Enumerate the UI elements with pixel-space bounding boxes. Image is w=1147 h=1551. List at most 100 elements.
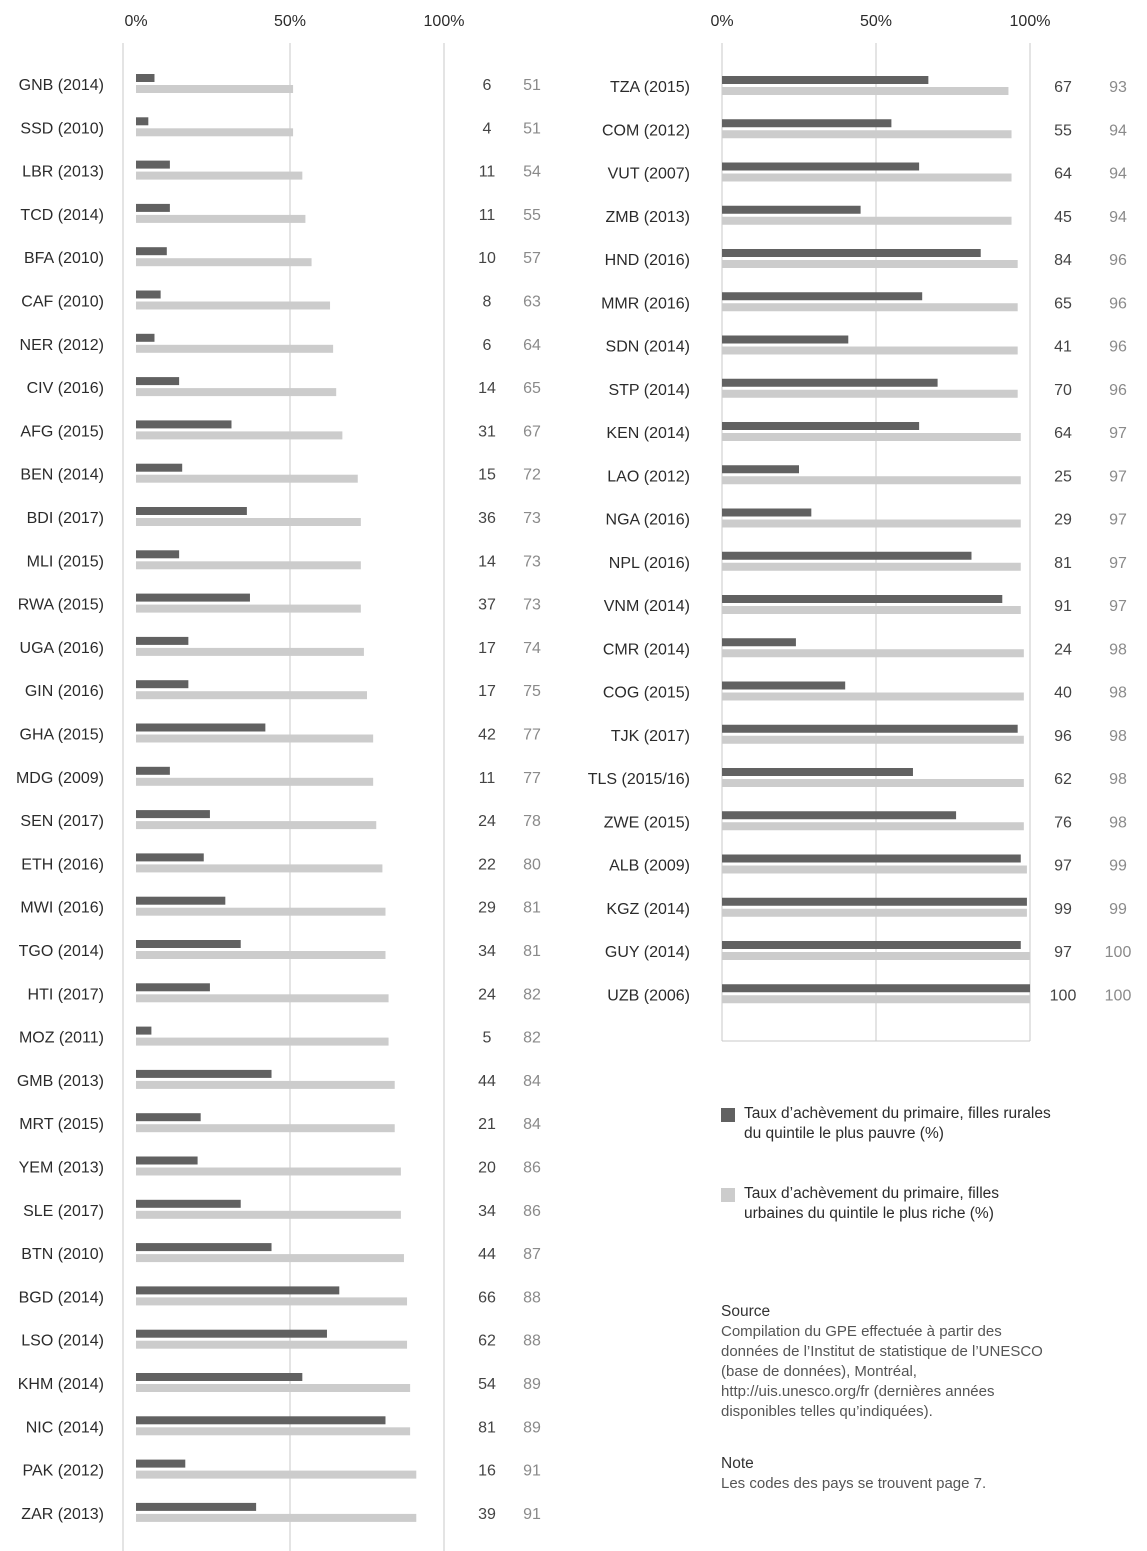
category-label: BDI (2017) xyxy=(27,510,104,527)
value-label-poor: 66 xyxy=(478,1289,496,1306)
bar-rich xyxy=(136,734,374,743)
value-label-rich: 65 xyxy=(523,380,541,397)
bar-poor xyxy=(136,420,232,429)
value-label-rich: 89 xyxy=(523,1376,541,1393)
value-label-rich: 87 xyxy=(523,1246,541,1263)
bar-rich xyxy=(722,779,1024,787)
bar-rich xyxy=(136,1080,395,1089)
bar-rich xyxy=(136,1167,401,1176)
category-label: VUT (2007) xyxy=(608,166,690,183)
value-label-rich: 98 xyxy=(1109,771,1127,788)
value-label-poor: 6 xyxy=(483,337,492,354)
value-label-rich: 93 xyxy=(1109,79,1127,96)
bar-rich xyxy=(722,130,1012,139)
value-label-poor: 29 xyxy=(1054,512,1072,529)
bar-rich xyxy=(722,908,1027,917)
bar-rich xyxy=(136,561,361,570)
left-tick-label: 50% xyxy=(274,13,306,30)
category-label: STP (2014) xyxy=(608,382,690,399)
value-label-poor: 36 xyxy=(478,510,496,527)
value-label-poor: 6 xyxy=(483,77,492,94)
value-label-rich: 54 xyxy=(523,164,541,181)
value-label-rich: 57 xyxy=(523,250,541,267)
category-label: UZB (2006) xyxy=(607,987,690,1004)
value-label-rich: 96 xyxy=(1109,295,1127,312)
bar-rich xyxy=(136,474,358,483)
bar-poor xyxy=(722,941,1021,949)
value-label-poor: 24 xyxy=(1054,641,1072,658)
value-label-poor: 76 xyxy=(1054,814,1072,831)
category-label: SDN (2014) xyxy=(606,339,690,356)
value-label-rich: 82 xyxy=(523,1030,541,1047)
value-label-poor: 42 xyxy=(478,727,496,744)
category-label: VNM (2014) xyxy=(604,598,690,615)
value-label-poor: 11 xyxy=(479,164,496,181)
bar-rich xyxy=(136,1254,404,1263)
bar-poor xyxy=(136,377,180,386)
value-label-poor: 62 xyxy=(1054,771,1072,788)
bar-poor xyxy=(722,205,861,214)
value-label-rich: 88 xyxy=(523,1289,541,1306)
bar-rich xyxy=(722,519,1021,528)
value-label-poor: 14 xyxy=(478,553,496,570)
legend-item-rich: Taux d’achèvement du primaire, filles ur… xyxy=(721,1184,1061,1224)
category-label: MOZ (2011) xyxy=(19,1030,104,1047)
value-label-rich: 89 xyxy=(523,1419,541,1436)
bar-poor xyxy=(136,117,149,126)
legend-label-poor: Taux d’achèvement du primaire, filles ru… xyxy=(744,1105,1051,1142)
value-label-rich: 82 xyxy=(523,986,541,1003)
category-label: BGD (2014) xyxy=(19,1289,104,1306)
category-label: ZWE (2015) xyxy=(604,814,690,831)
value-label-rich: 77 xyxy=(523,727,541,744)
bar-poor xyxy=(136,680,189,689)
bar-poor xyxy=(722,768,913,776)
value-label-poor: 81 xyxy=(1054,555,1072,572)
category-label: NER (2012) xyxy=(20,337,104,354)
value-label-poor: 70 xyxy=(1054,382,1072,399)
value-label-rich: 91 xyxy=(523,1463,541,1480)
bar-poor xyxy=(136,333,155,342)
category-label: BFA (2010) xyxy=(24,250,104,267)
bar-rich xyxy=(136,344,334,353)
category-label: GIN (2016) xyxy=(25,683,104,700)
value-label-poor: 97 xyxy=(1054,858,1072,875)
bar-poor xyxy=(722,422,920,430)
value-label-rich: 72 xyxy=(523,467,541,484)
value-label-rich: 64 xyxy=(523,337,541,354)
bar-rich xyxy=(136,171,303,180)
value-label-poor: 29 xyxy=(478,900,496,917)
note-text: Les codes des pays se trouvent page 7. xyxy=(721,1475,987,1492)
value-label-poor: 41 xyxy=(1054,339,1072,356)
category-label: LBR (2013) xyxy=(22,164,104,181)
value-label-poor: 15 xyxy=(478,467,496,484)
value-label-rich: 78 xyxy=(523,813,541,830)
bar-poor xyxy=(722,378,938,387)
category-label: SLE (2017) xyxy=(23,1203,104,1220)
bar-poor xyxy=(722,854,1021,863)
bar-poor xyxy=(136,723,266,732)
value-label-rich: 97 xyxy=(1109,555,1127,572)
value-label-poor: 65 xyxy=(1054,295,1072,312)
bar-poor xyxy=(722,897,1027,906)
bar-rich xyxy=(136,1384,411,1392)
bar-rich xyxy=(136,604,361,613)
value-label-rich: 98 xyxy=(1109,641,1127,658)
bar-poor xyxy=(722,984,1030,993)
bar-poor xyxy=(136,1502,257,1511)
category-label: PAK (2012) xyxy=(22,1463,104,1480)
value-label-rich: 74 xyxy=(523,640,541,657)
value-label-poor: 34 xyxy=(478,1203,496,1220)
value-label-rich: 84 xyxy=(523,1073,541,1090)
category-label: TGO (2014) xyxy=(19,943,104,960)
category-label: NGA (2016) xyxy=(606,512,690,529)
value-label-rich: 96 xyxy=(1109,252,1127,269)
right-tick-label: 100% xyxy=(1010,13,1051,30)
category-label: TJK (2017) xyxy=(611,728,690,745)
bar-rich xyxy=(722,433,1021,441)
value-label-poor: 84 xyxy=(1054,252,1072,269)
bar-poor xyxy=(136,1113,201,1122)
bar-rich xyxy=(136,1470,417,1479)
bar-poor xyxy=(136,983,210,992)
value-label-rich: 98 xyxy=(1109,814,1127,831)
source-heading: Source xyxy=(721,1303,771,1320)
